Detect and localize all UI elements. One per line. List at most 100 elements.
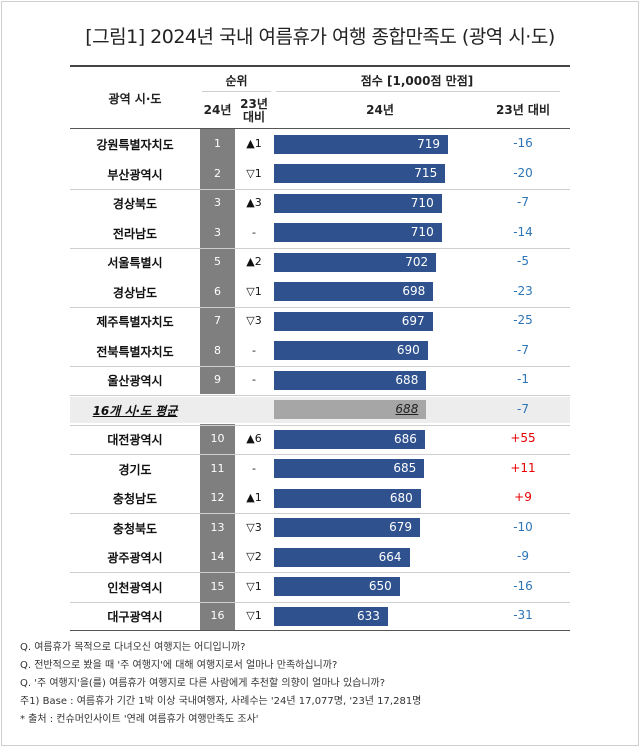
note-question-1: Q. 여름휴가 목적으로 다녀오신 여행지는 어디입니까? — [20, 642, 246, 653]
score-bar — [274, 193, 442, 213]
rank-change: ▲1 — [246, 137, 262, 151]
average-bar-value: 688 — [395, 402, 419, 417]
score-bar-value: 664 — [378, 549, 402, 564]
rank-change: ▲6 — [246, 432, 262, 446]
score-diff: +55 — [510, 431, 536, 446]
score-bar — [274, 223, 442, 243]
row-separator — [70, 601, 570, 603]
row-label: 광주광역시 — [107, 551, 163, 566]
header-rank-change: 23년 대비 — [240, 97, 268, 124]
score-bar-value: 719 — [417, 136, 440, 151]
score-diff: +11 — [510, 460, 536, 475]
score-bar-value: 710 — [410, 195, 434, 210]
row-label: 강원특별자치도 — [96, 138, 174, 153]
row-separator — [70, 306, 570, 308]
rank-change: ▽1 — [246, 579, 262, 593]
row-label: 대전광역시 — [107, 433, 163, 448]
score-diff: -7 — [517, 401, 529, 416]
score-bar-value: 685 — [393, 461, 417, 476]
row-label: 경상남도 — [112, 285, 158, 300]
rank-change: ▽2 — [246, 550, 262, 564]
score-bar-value: 702 — [405, 254, 429, 269]
header-score-2024: 24년 — [366, 103, 394, 117]
top-rule — [70, 65, 570, 67]
rank-column-top — [200, 129, 235, 394]
rank-value: 2 — [214, 166, 221, 180]
row-label: 대구광역시 — [107, 610, 163, 625]
score-bar-value: 686 — [394, 431, 417, 446]
score-diff: -23 — [513, 283, 533, 298]
header-score-change: 23년 대비 — [496, 103, 550, 117]
score-diff: -20 — [513, 165, 533, 180]
score-diff: -16 — [513, 578, 533, 593]
rank-change: - — [252, 343, 256, 357]
rank-change: ▽1 — [246, 284, 262, 298]
rank-change: ▽3 — [246, 314, 262, 328]
rank-change: ▲2 — [246, 255, 262, 269]
score-bar-value: 688 — [395, 372, 419, 387]
header-score-group: 점수 [1,000점 만점] — [360, 74, 474, 88]
row-label: 전북특별자치도 — [96, 344, 174, 359]
rank-change: ▲3 — [246, 196, 262, 210]
row-separator — [70, 572, 570, 573]
rank-value: 11 — [210, 461, 225, 475]
note-question-2: Q. 전반적으로 봤을 때 '주 여행지'에 대해 여행지로서 얼마나 만족하십… — [20, 660, 338, 671]
score-bar-value: 698 — [402, 284, 426, 299]
score-bar-value: 680 — [389, 490, 413, 505]
row-label: 경상북도 — [112, 197, 158, 212]
score-diff: -5 — [517, 254, 529, 269]
score-diff: +9 — [514, 490, 532, 505]
row-separator — [70, 188, 570, 190]
header-rank-2024: 24년 — [203, 103, 232, 117]
score-bar-value: 715 — [414, 166, 438, 181]
score-bar — [274, 547, 410, 567]
row-separator — [70, 365, 570, 367]
row-label: 충청북도 — [112, 521, 158, 536]
score-diff: -14 — [513, 224, 533, 239]
header-rank-group: 순위 — [225, 74, 248, 88]
score-diff: -1 — [517, 372, 529, 387]
header-region: 광역 시·도 — [108, 92, 162, 106]
row-separator — [70, 424, 570, 426]
rank-value: 15 — [210, 579, 225, 593]
rank-value: 5 — [214, 255, 221, 269]
row-label: 인천광역시 — [107, 580, 163, 595]
average-bar — [274, 400, 427, 420]
rank-value: 14 — [210, 550, 225, 564]
row-separator — [70, 247, 570, 249]
row-label: 경기도 — [118, 462, 152, 477]
header-rank-underline — [202, 91, 271, 92]
score-bar — [274, 134, 448, 154]
rank-value: 16 — [210, 609, 225, 623]
row-separator — [70, 454, 570, 455]
score-bar — [274, 459, 425, 479]
rank-value: 7 — [214, 314, 221, 328]
score-bar-value: 690 — [396, 343, 420, 358]
rank-change: - — [252, 225, 256, 239]
score-diff: -10 — [513, 519, 533, 534]
score-bar-value: 697 — [401, 313, 425, 328]
bottom-rule — [70, 630, 570, 631]
score-diff: -25 — [513, 313, 533, 328]
row-label: 충청남도 — [112, 492, 158, 507]
score-bar — [274, 164, 446, 184]
score-bar — [274, 252, 437, 272]
chart-title: [그림1] 2024년 국내 여름휴가 여행 종합만족도 (광역 시·도) — [85, 26, 555, 48]
score-diff: -9 — [517, 549, 529, 564]
rank-column-bottom — [200, 424, 235, 630]
note-source: * 출처 : 컨슈머인사이트 '연례 여름휴가 여행만족도 조사' — [20, 714, 259, 725]
score-diff: -7 — [517, 342, 529, 357]
rank-value: 1 — [214, 137, 221, 151]
row-label: 부산광역시 — [107, 167, 163, 182]
score-bar — [274, 370, 427, 390]
rank-value: 6 — [214, 284, 221, 298]
score-bar — [274, 518, 421, 538]
rank-value: 3 — [214, 225, 221, 239]
row-separator — [70, 513, 570, 514]
rank-change: ▲1 — [246, 491, 262, 505]
rank-value: 10 — [210, 432, 225, 446]
score-bar-value: 679 — [389, 520, 413, 535]
note-question-3: Q. '주 여행지'을(를) 여름휴가 여행지로 다른 사람에게 추천할 의향이… — [20, 678, 386, 689]
score-bar — [274, 429, 425, 449]
rank-change: ▽1 — [246, 166, 262, 180]
